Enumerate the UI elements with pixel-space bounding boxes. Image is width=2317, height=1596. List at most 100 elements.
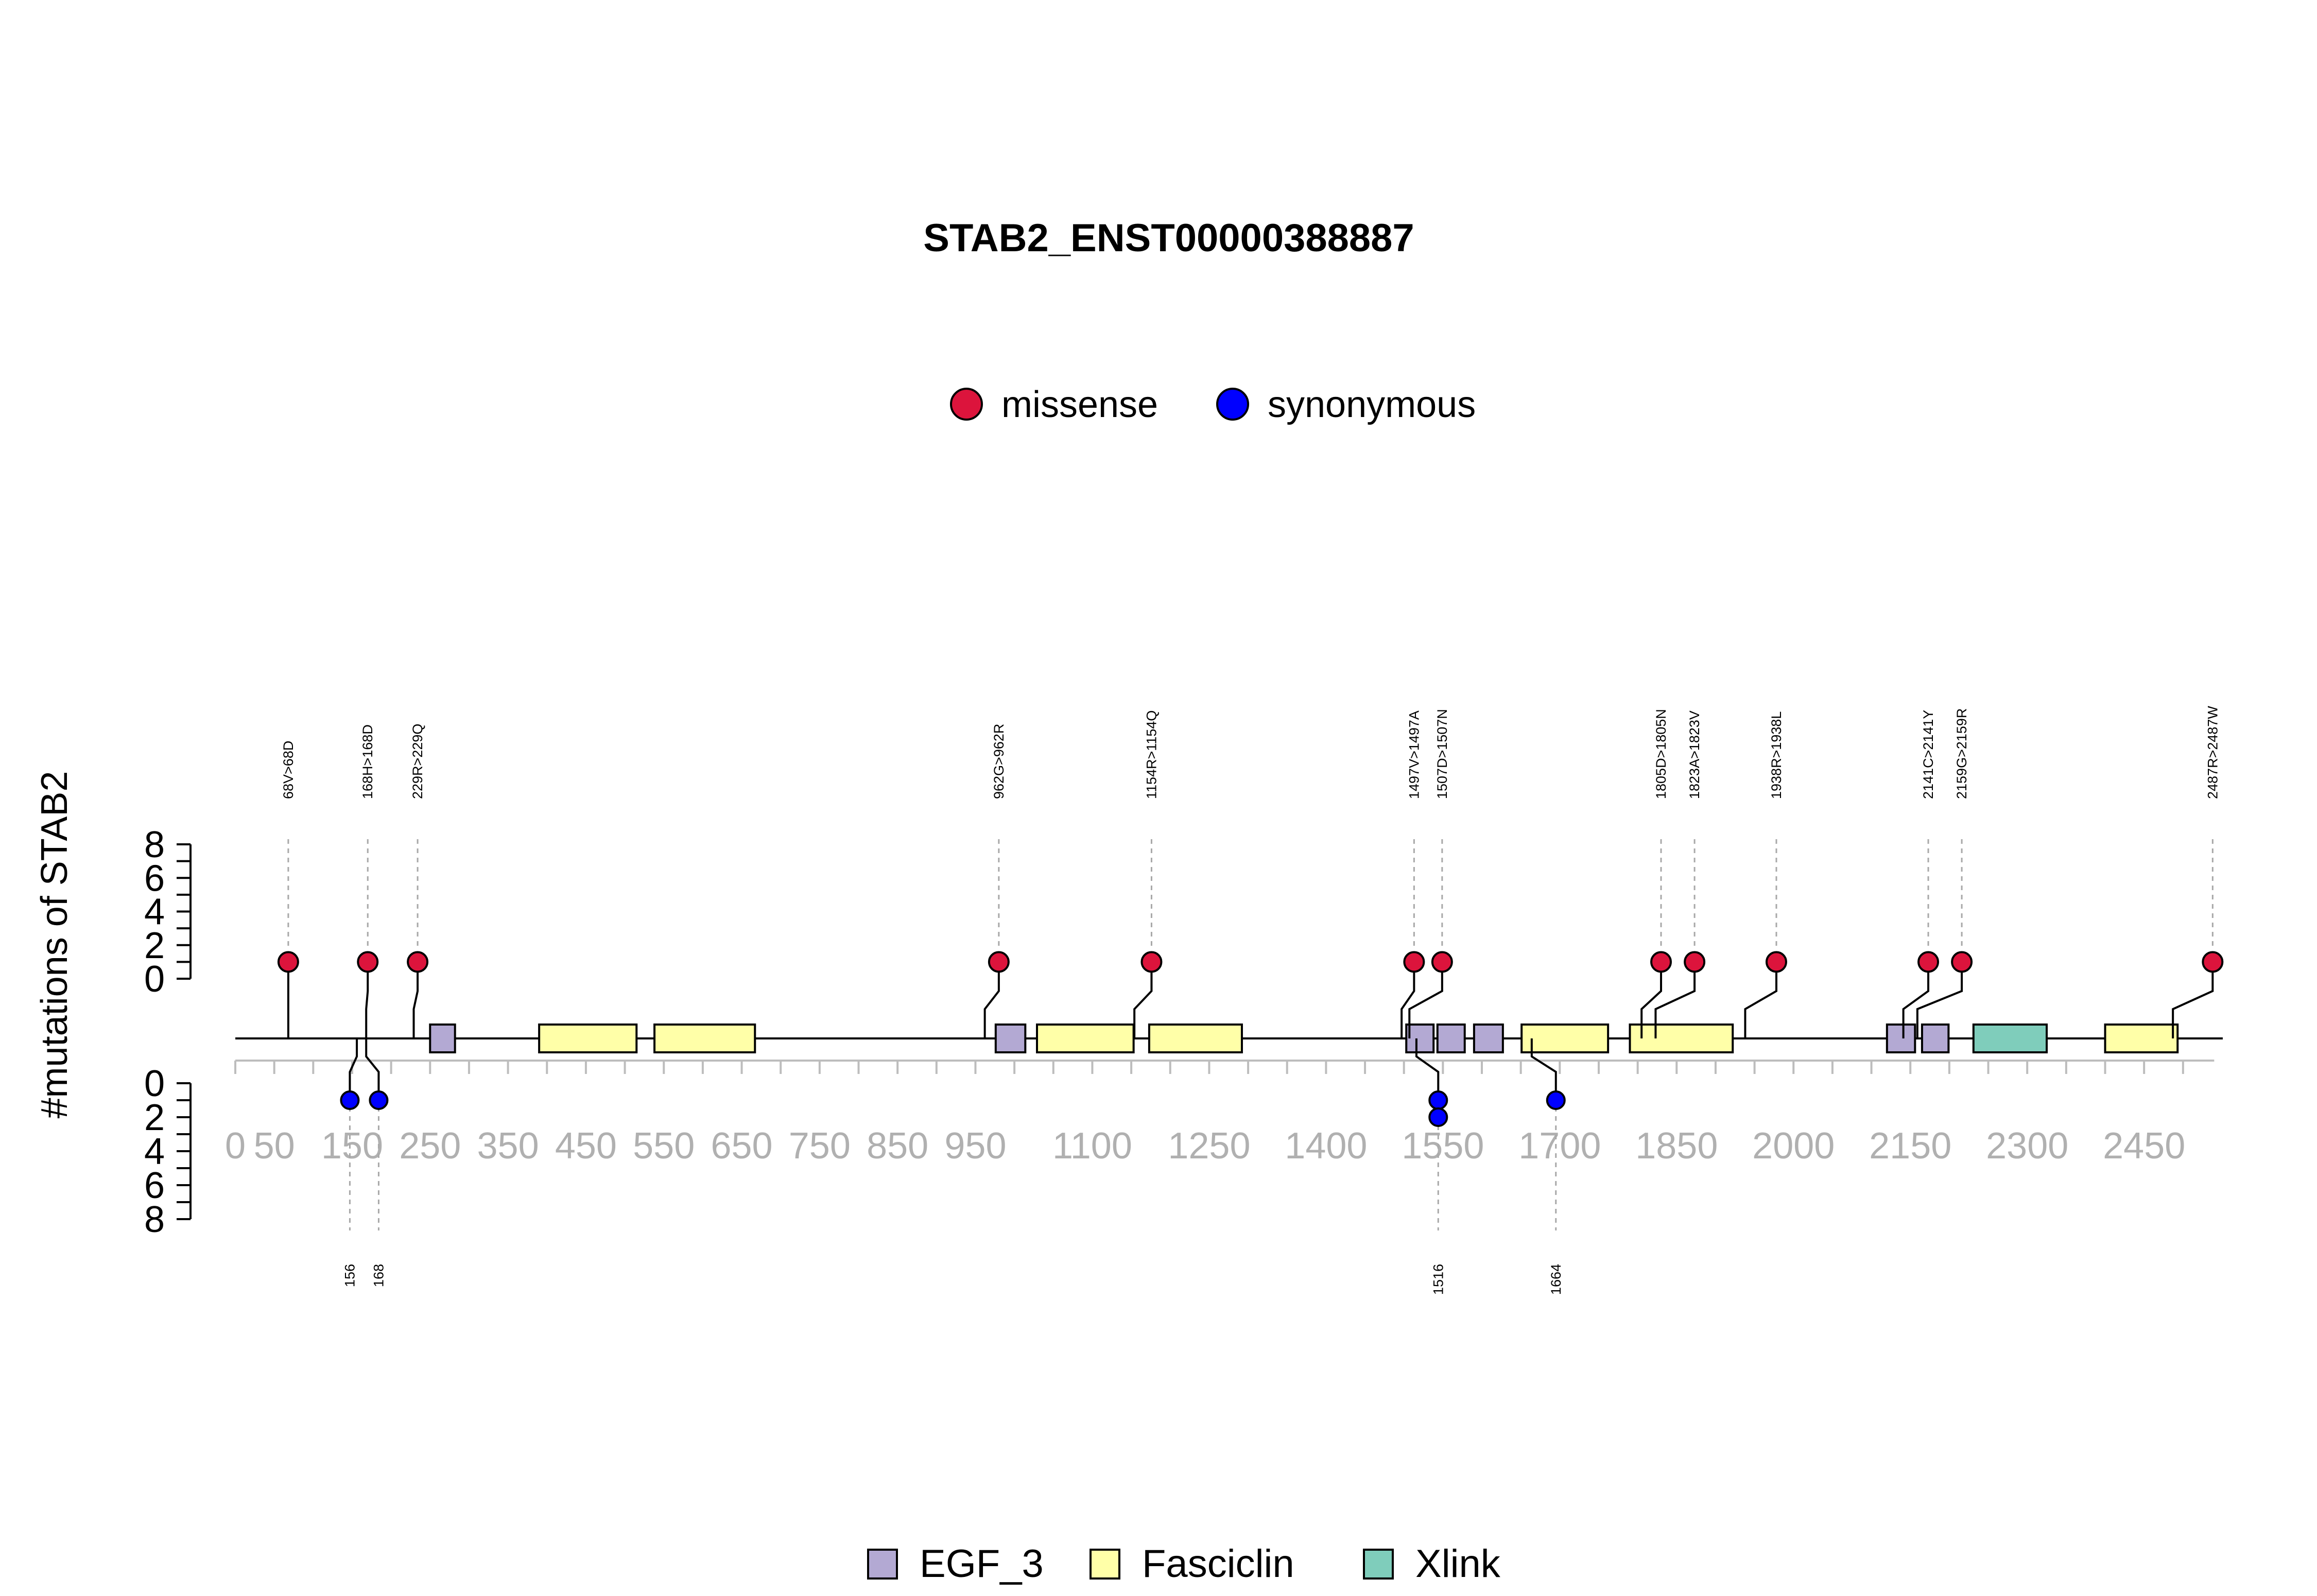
- y-tick-label-top: 2: [144, 925, 165, 966]
- domain-Fasciclin: [1629, 1023, 1734, 1053]
- legend-swatch-Xlink: [1363, 1549, 1394, 1580]
- lollipop-point-missense: [1765, 951, 1787, 973]
- mutation-label: 1823A>1823V: [1687, 710, 1702, 799]
- mutation-label: 2141C>2141Y: [1921, 710, 1936, 799]
- y-tick-label-top: 6: [144, 858, 165, 899]
- lollipop-point-synonymous: [1546, 1090, 1566, 1110]
- legend-swatch-Fasciclin: [1090, 1549, 1120, 1580]
- lollipop-stem: [1916, 962, 1963, 1038]
- domain-EGF_3: [1405, 1023, 1435, 1053]
- x-tick-label: 2150: [1869, 1125, 1951, 1167]
- x-axis: 0 50 150 250 350 450 550 650 750 850 950 1100 1250 14…: [225, 1060, 2215, 1167]
- domain-Fasciclin: [1036, 1023, 1135, 1053]
- y-tick-label-bottom: 8: [144, 1199, 165, 1240]
- lollipop-stem-bottom: [1530, 1038, 1557, 1100]
- mutation-label: 68V>68D: [281, 741, 296, 799]
- domain-Fasciclin: [653, 1023, 756, 1053]
- mutation-label: 168H>168D: [360, 724, 375, 799]
- mutation-label: 1938R>1938L: [1769, 712, 1784, 799]
- x-tick-label: 1700: [1518, 1125, 1601, 1167]
- domain-EGF_3: [429, 1023, 456, 1053]
- legend-swatch-EGF_3: [867, 1549, 898, 1580]
- x-tick-label: 2450: [2103, 1125, 2185, 1167]
- x-tick-label: 2300: [1986, 1125, 2068, 1167]
- lollipop-point-missense: [1140, 951, 1163, 973]
- legend-label-missense: missense: [1001, 384, 1158, 425]
- mutation-label: 229R>229Q: [410, 724, 425, 799]
- domain-EGF_3: [1436, 1023, 1466, 1053]
- mutation-label-bottom: 168: [371, 1264, 386, 1287]
- x-tick-label: 950: [944, 1125, 1006, 1167]
- x-tick-label: 450: [555, 1125, 617, 1167]
- lollipop-point-missense: [357, 951, 379, 973]
- lollipop-stem: [365, 962, 369, 1038]
- lollipop-stem: [983, 962, 1000, 1038]
- x-tick-label: 250: [399, 1125, 461, 1167]
- mutation-label-bottom: 156: [342, 1264, 357, 1287]
- lollipop-stem-bottom: [365, 1038, 380, 1100]
- lollipop-point-missense: [1951, 951, 1973, 973]
- x-tick-label: 1850: [1635, 1125, 1718, 1167]
- y-tick-label-top: 4: [144, 892, 165, 933]
- lollipop-stem: [1902, 962, 1930, 1038]
- y-axis-label: #mutations of STAB2: [34, 771, 75, 1119]
- x-tick-label: 750: [789, 1125, 851, 1167]
- domain-EGF_3: [1886, 1023, 1916, 1053]
- lollipop-stems: [287, 962, 2214, 1117]
- mutation-label-bottom: 1516: [1430, 1264, 1446, 1295]
- lollipop-point-missense: [277, 951, 299, 973]
- lollipop-point-missense: [1684, 951, 1706, 973]
- lollipop-stem: [1640, 962, 1663, 1038]
- domain-legend: EGF_3 Fasciclin Xlink: [867, 1542, 1501, 1586]
- x-tick-label: 1400: [1285, 1125, 1367, 1167]
- x-tick-label: 850: [867, 1125, 928, 1167]
- x-tick-label: 350: [477, 1125, 539, 1167]
- chart-title: STAB2_ENST00000388887: [923, 216, 1414, 260]
- legend-label-synonymous: synonymous: [1268, 384, 1476, 425]
- x-tick-label: 2000: [1752, 1125, 1835, 1167]
- legend-marker-missense: [950, 388, 983, 421]
- x-tick-label: 1550: [1402, 1125, 1484, 1167]
- mutation-label-bottom: 1664: [1548, 1264, 1564, 1295]
- domain-Fasciclin: [538, 1023, 638, 1053]
- y-tick-label-bottom: 2: [144, 1097, 165, 1138]
- lollipop-point-missense: [1403, 951, 1425, 973]
- lollipop-stem: [1400, 962, 1415, 1038]
- lollipop-stem: [1744, 962, 1777, 1038]
- lollipop-stem-bottom: [349, 1038, 358, 1100]
- mutation-legend: missense synonymous: [950, 384, 1476, 425]
- lollipop-points: [277, 951, 2224, 1127]
- lollipop-stem: [2172, 962, 2214, 1038]
- lollipop-point-synonymous: [340, 1090, 360, 1110]
- mutation-label: 2159G>2159R: [1954, 708, 1969, 799]
- y-tick-label-top: 8: [144, 824, 165, 865]
- mutation-labels: 68V>68D 168H>168D 229R>229Q 962G>962R 1154R>…: [281, 706, 2220, 1295]
- lollipop-point-missense: [407, 951, 429, 973]
- domain-Xlink: [1972, 1023, 2048, 1053]
- mutation-label: 962G>962R: [991, 724, 1007, 799]
- lollipop-stem: [1408, 962, 1443, 1038]
- mutation-label: 1805D>1805N: [1653, 709, 1669, 799]
- mutation-label: 1497V>1497A: [1406, 710, 1422, 799]
- protein-domains: [429, 1023, 2179, 1053]
- domain-Fasciclin: [2104, 1023, 2179, 1053]
- lollipop-point-missense: [1431, 951, 1453, 973]
- lollipop-point-synonymous: [1428, 1090, 1448, 1110]
- domain-EGF_3: [1921, 1023, 1950, 1053]
- domain-EGF_3: [1473, 1023, 1504, 1053]
- lollipop-point-synonymous: [1428, 1107, 1448, 1127]
- x-tick-label: 50: [254, 1125, 295, 1167]
- lollipop-stem: [1133, 962, 1153, 1038]
- legend-marker-synonymous: [1216, 388, 1249, 421]
- lollipop-point-missense: [1650, 951, 1672, 973]
- mutation-label: 1507D>1507N: [1434, 709, 1450, 799]
- domain-EGF_3: [994, 1023, 1027, 1053]
- x-tick-label: 1250: [1168, 1125, 1250, 1167]
- domain-Fasciclin: [1148, 1023, 1243, 1053]
- legend-label-EGF_3: EGF_3: [920, 1542, 1044, 1586]
- x-tick-label: 0: [225, 1125, 246, 1167]
- x-tick-label: 650: [711, 1125, 772, 1167]
- y-tick-label-bottom: 4: [144, 1131, 165, 1172]
- legend-label-Xlink: Xlink: [1415, 1542, 1501, 1586]
- mutation-label: 1154R>1154Q: [1144, 710, 1159, 799]
